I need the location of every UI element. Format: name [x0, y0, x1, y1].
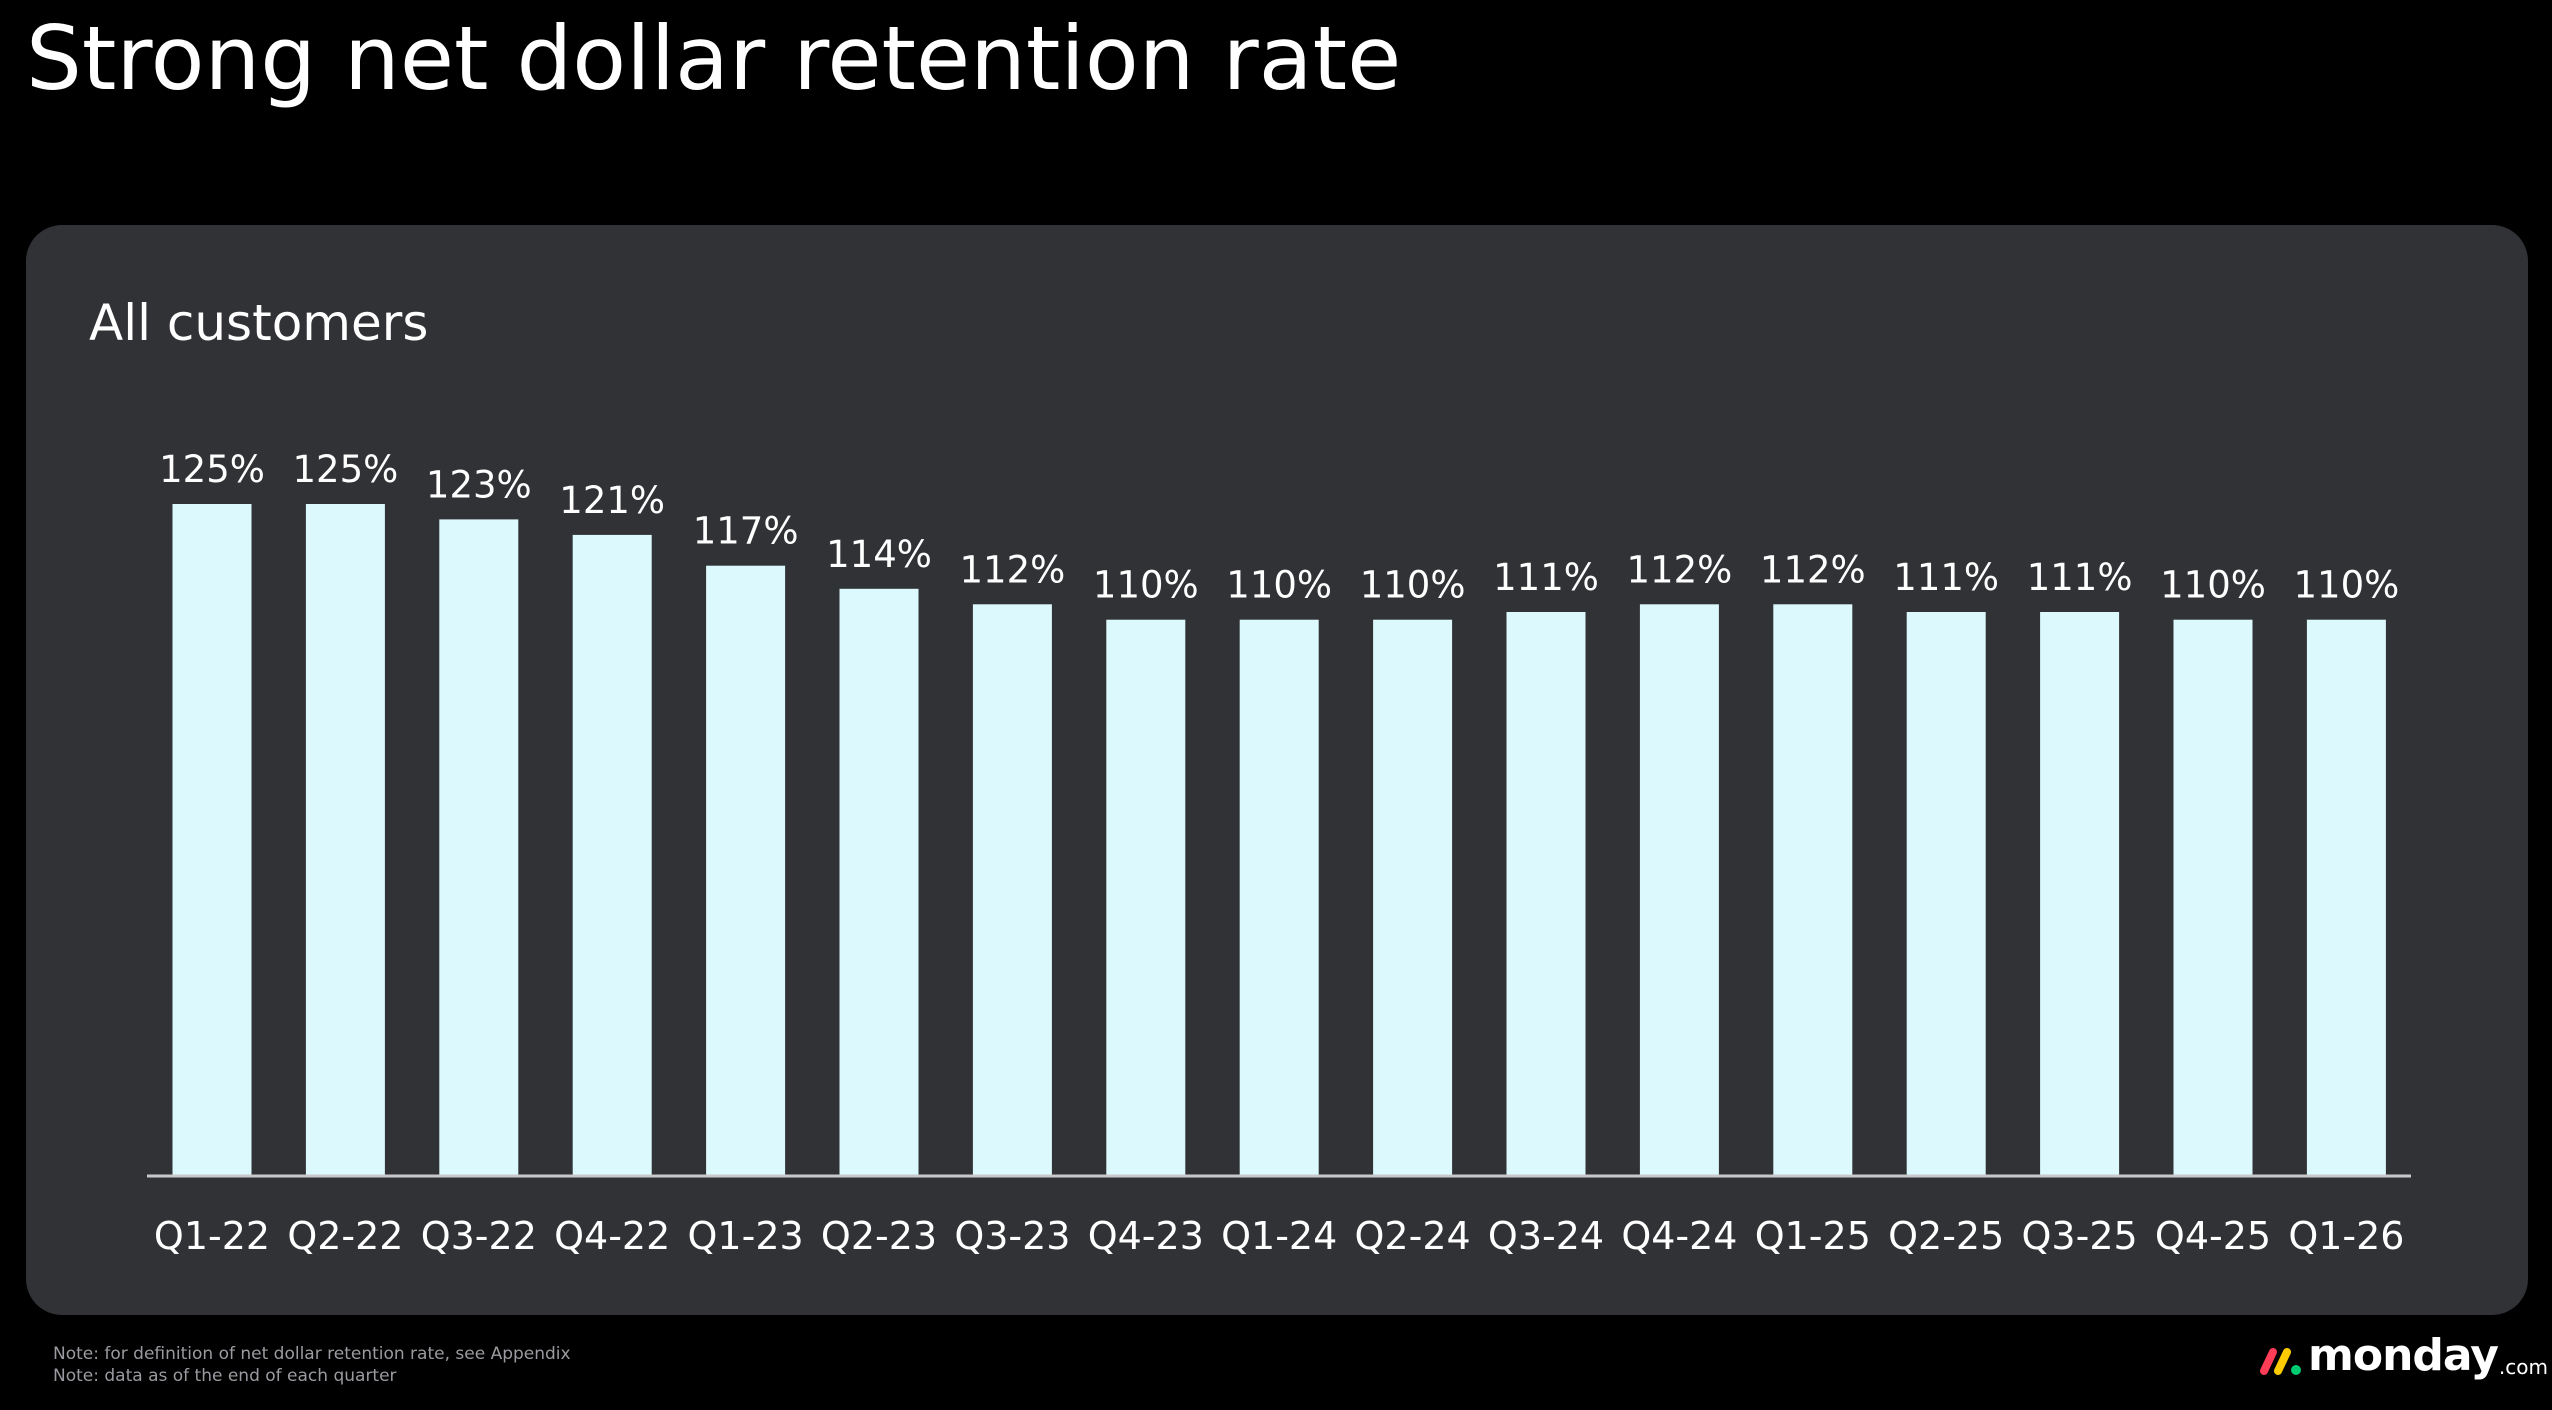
x-tick-label: Q2-23 [821, 1214, 937, 1258]
bar-q3-25 [2040, 612, 2120, 1175]
bar-value-label: 110% [1360, 564, 1466, 607]
bar-value-label: 110% [1093, 564, 1199, 607]
monday-logo-mark-icon [2260, 1348, 2301, 1375]
x-tick-label: Q4-23 [1088, 1214, 1204, 1258]
bar-q1-26 [2306, 619, 2386, 1175]
bar-value-label: 112% [1760, 548, 1866, 591]
bar-value-label: 123% [426, 463, 532, 506]
bar-q1-25 [1773, 604, 1853, 1175]
x-tick-label: Q1-24 [1221, 1214, 1337, 1258]
x-tick-label: Q1-26 [2288, 1214, 2404, 1258]
bar-value-label: 121% [559, 479, 665, 522]
bar-q2-24 [1373, 619, 1453, 1175]
bar-value-label: 125% [159, 448, 265, 491]
page-title: Strong net dollar retention rate [26, 7, 1402, 110]
bar-value-label: 112% [960, 548, 1066, 591]
x-tick-label: Q3-22 [421, 1214, 537, 1258]
bar-q4-24 [1639, 604, 1719, 1175]
x-tick-label: Q3-24 [1488, 1214, 1604, 1258]
bar-q3-23 [972, 604, 1052, 1175]
bar-q3-22 [439, 519, 519, 1175]
bar-value-label: 114% [826, 533, 932, 576]
bar-q2-23 [839, 588, 919, 1175]
chart-title: All customers [89, 294, 429, 352]
bar-value-label: 111% [2027, 556, 2133, 599]
x-tick-label: Q4-22 [554, 1214, 670, 1258]
logo-suffix: .com [2498, 1355, 2548, 1379]
footnotes: Note: for definition of net dollar reten… [53, 1343, 571, 1387]
bar-value-label: 110% [2160, 564, 2266, 607]
footnote-definition: Note: for definition of net dollar reten… [53, 1344, 571, 1364]
bar-value-label: 110% [2294, 564, 2400, 607]
bar-value-label: 112% [1627, 548, 1733, 591]
bar-q1-23 [706, 565, 786, 1175]
x-tick-label: Q3-23 [954, 1214, 1070, 1258]
x-tick-label: Q1-22 [154, 1214, 270, 1258]
footnote-data-date: Note: data as of the end of each quarter [53, 1366, 397, 1386]
bar-q3-24 [1506, 612, 1586, 1175]
x-tick-label: Q4-24 [1621, 1214, 1737, 1258]
bar-q4-22 [572, 534, 652, 1175]
bar-q4-25 [2173, 619, 2253, 1175]
bar-chart: 125% Q1-22 125% Q2-22 123% Q3-22 121% Q4-22 117%… [147, 448, 2411, 1258]
bar-q2-22 [305, 504, 385, 1175]
x-tick-label: Q2-24 [1355, 1214, 1471, 1258]
bar-value-label: 110% [1226, 564, 1332, 607]
bar-value-label: 125% [293, 448, 399, 491]
bar-q1-22 [172, 504, 252, 1175]
x-tick-label: Q3-25 [2022, 1214, 2138, 1258]
bar-q2-25 [1906, 612, 1986, 1175]
x-tick-label: Q2-22 [287, 1214, 403, 1258]
monday-logo: monday .com [2258, 1328, 2548, 1378]
x-tick-label: Q4-25 [2155, 1214, 2271, 1258]
x-tick-label: Q1-23 [688, 1214, 804, 1258]
bar-value-label: 111% [1893, 556, 1999, 599]
chart-card: All customers 125% Q1-22 125% Q2-22 123% Q3-2… [26, 225, 2528, 1315]
bar-value-label: 111% [1493, 556, 1599, 599]
bar-value-label: 117% [693, 510, 799, 553]
logo-wordmark: monday [2308, 1330, 2499, 1381]
bar-q1-24 [1239, 619, 1319, 1175]
bar-q4-23 [1106, 619, 1186, 1175]
x-tick-label: Q1-25 [1755, 1214, 1871, 1258]
x-tick-label: Q2-25 [1888, 1214, 2004, 1258]
